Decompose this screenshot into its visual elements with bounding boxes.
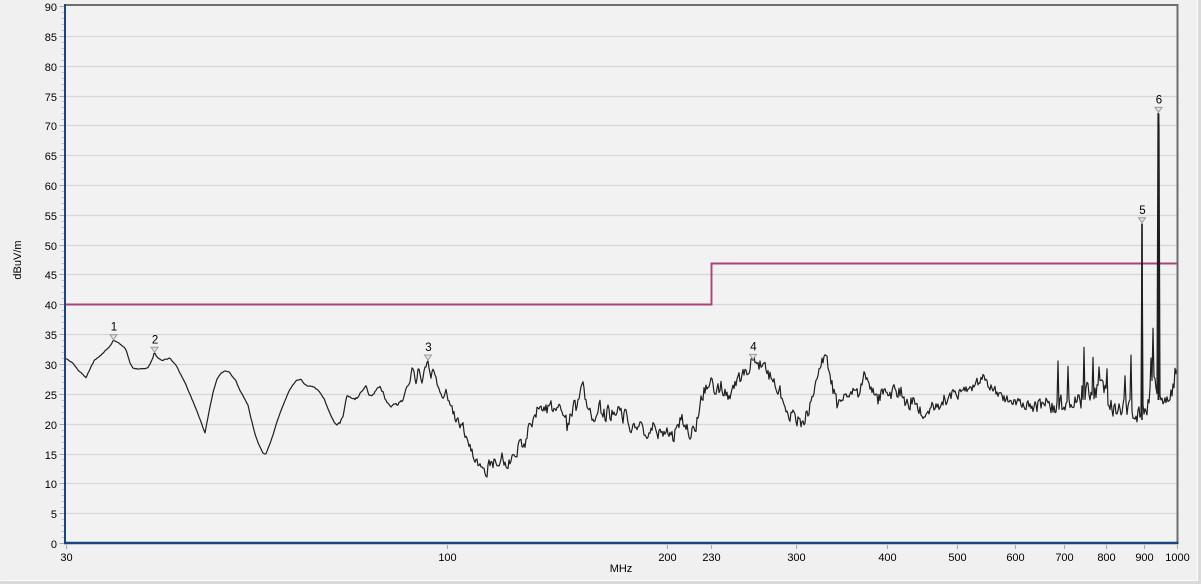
svg-text:MHz: MHz	[610, 563, 633, 575]
svg-text:30: 30	[60, 552, 72, 564]
svg-text:100: 100	[438, 552, 456, 564]
svg-text:25: 25	[45, 390, 57, 402]
svg-text:6: 6	[1156, 94, 1162, 106]
svg-text:1000: 1000	[1165, 552, 1189, 564]
svg-text:40: 40	[45, 300, 57, 312]
svg-text:85: 85	[45, 32, 57, 44]
svg-text:50: 50	[45, 241, 57, 253]
svg-text:60: 60	[45, 181, 57, 193]
svg-text:80: 80	[45, 62, 57, 74]
svg-text:90: 90	[45, 2, 57, 14]
svg-text:3: 3	[425, 342, 431, 354]
svg-text:500: 500	[948, 552, 966, 564]
svg-text:35: 35	[45, 330, 57, 342]
svg-text:30: 30	[45, 360, 57, 372]
svg-text:65: 65	[45, 151, 57, 163]
svg-text:1: 1	[111, 322, 117, 334]
svg-text:70: 70	[45, 121, 57, 133]
svg-text:400: 400	[878, 552, 896, 564]
svg-text:600: 600	[1006, 552, 1024, 564]
svg-text:2: 2	[152, 334, 158, 346]
svg-text:700: 700	[1055, 552, 1073, 564]
svg-text:15: 15	[45, 450, 57, 462]
svg-text:800: 800	[1097, 552, 1115, 564]
svg-text:200: 200	[658, 552, 676, 564]
svg-text:55: 55	[45, 211, 57, 223]
svg-text:5: 5	[1139, 205, 1145, 217]
svg-text:10: 10	[45, 479, 57, 491]
svg-text:75: 75	[45, 92, 57, 104]
svg-text:20: 20	[45, 420, 57, 432]
svg-text:900: 900	[1135, 552, 1153, 564]
svg-text:5: 5	[51, 509, 57, 521]
svg-text:0: 0	[51, 539, 57, 551]
svg-text:dBuV/m: dBuV/m	[12, 240, 24, 279]
svg-text:4: 4	[750, 341, 757, 353]
svg-text:230: 230	[702, 552, 720, 564]
svg-text:300: 300	[787, 552, 805, 564]
svg-text:45: 45	[45, 270, 57, 282]
